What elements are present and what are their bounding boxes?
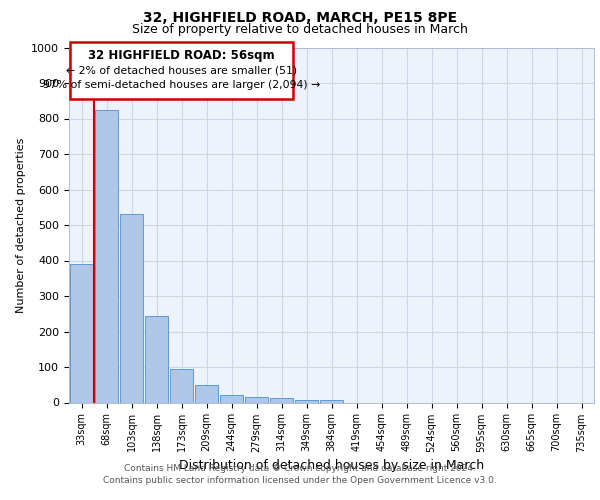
Bar [195, 385, 218, 402]
FancyBboxPatch shape [70, 42, 293, 99]
Bar [120, 214, 143, 402]
Bar [70, 264, 93, 402]
Y-axis label: Number of detached properties: Number of detached properties [16, 138, 26, 312]
X-axis label: Distribution of detached houses by size in March: Distribution of detached houses by size … [179, 458, 484, 471]
Bar [270, 398, 293, 402]
Bar [295, 400, 318, 402]
Bar [170, 369, 193, 402]
Bar [320, 400, 343, 402]
Text: 32 HIGHFIELD ROAD: 56sqm: 32 HIGHFIELD ROAD: 56sqm [88, 50, 275, 62]
Bar [245, 397, 268, 402]
Text: ← 2% of detached houses are smaller (51): ← 2% of detached houses are smaller (51) [66, 66, 297, 76]
Text: Contains public sector information licensed under the Open Government Licence v3: Contains public sector information licen… [103, 476, 497, 485]
Text: 32, HIGHFIELD ROAD, MARCH, PE15 8PE: 32, HIGHFIELD ROAD, MARCH, PE15 8PE [143, 11, 457, 25]
Bar [145, 316, 168, 402]
Text: Size of property relative to detached houses in March: Size of property relative to detached ho… [132, 22, 468, 36]
Text: 97% of semi-detached houses are larger (2,094) →: 97% of semi-detached houses are larger (… [43, 80, 320, 90]
Bar [95, 110, 118, 403]
Bar [220, 395, 243, 402]
Text: Contains HM Land Registry data © Crown copyright and database right 2024.: Contains HM Land Registry data © Crown c… [124, 464, 476, 473]
